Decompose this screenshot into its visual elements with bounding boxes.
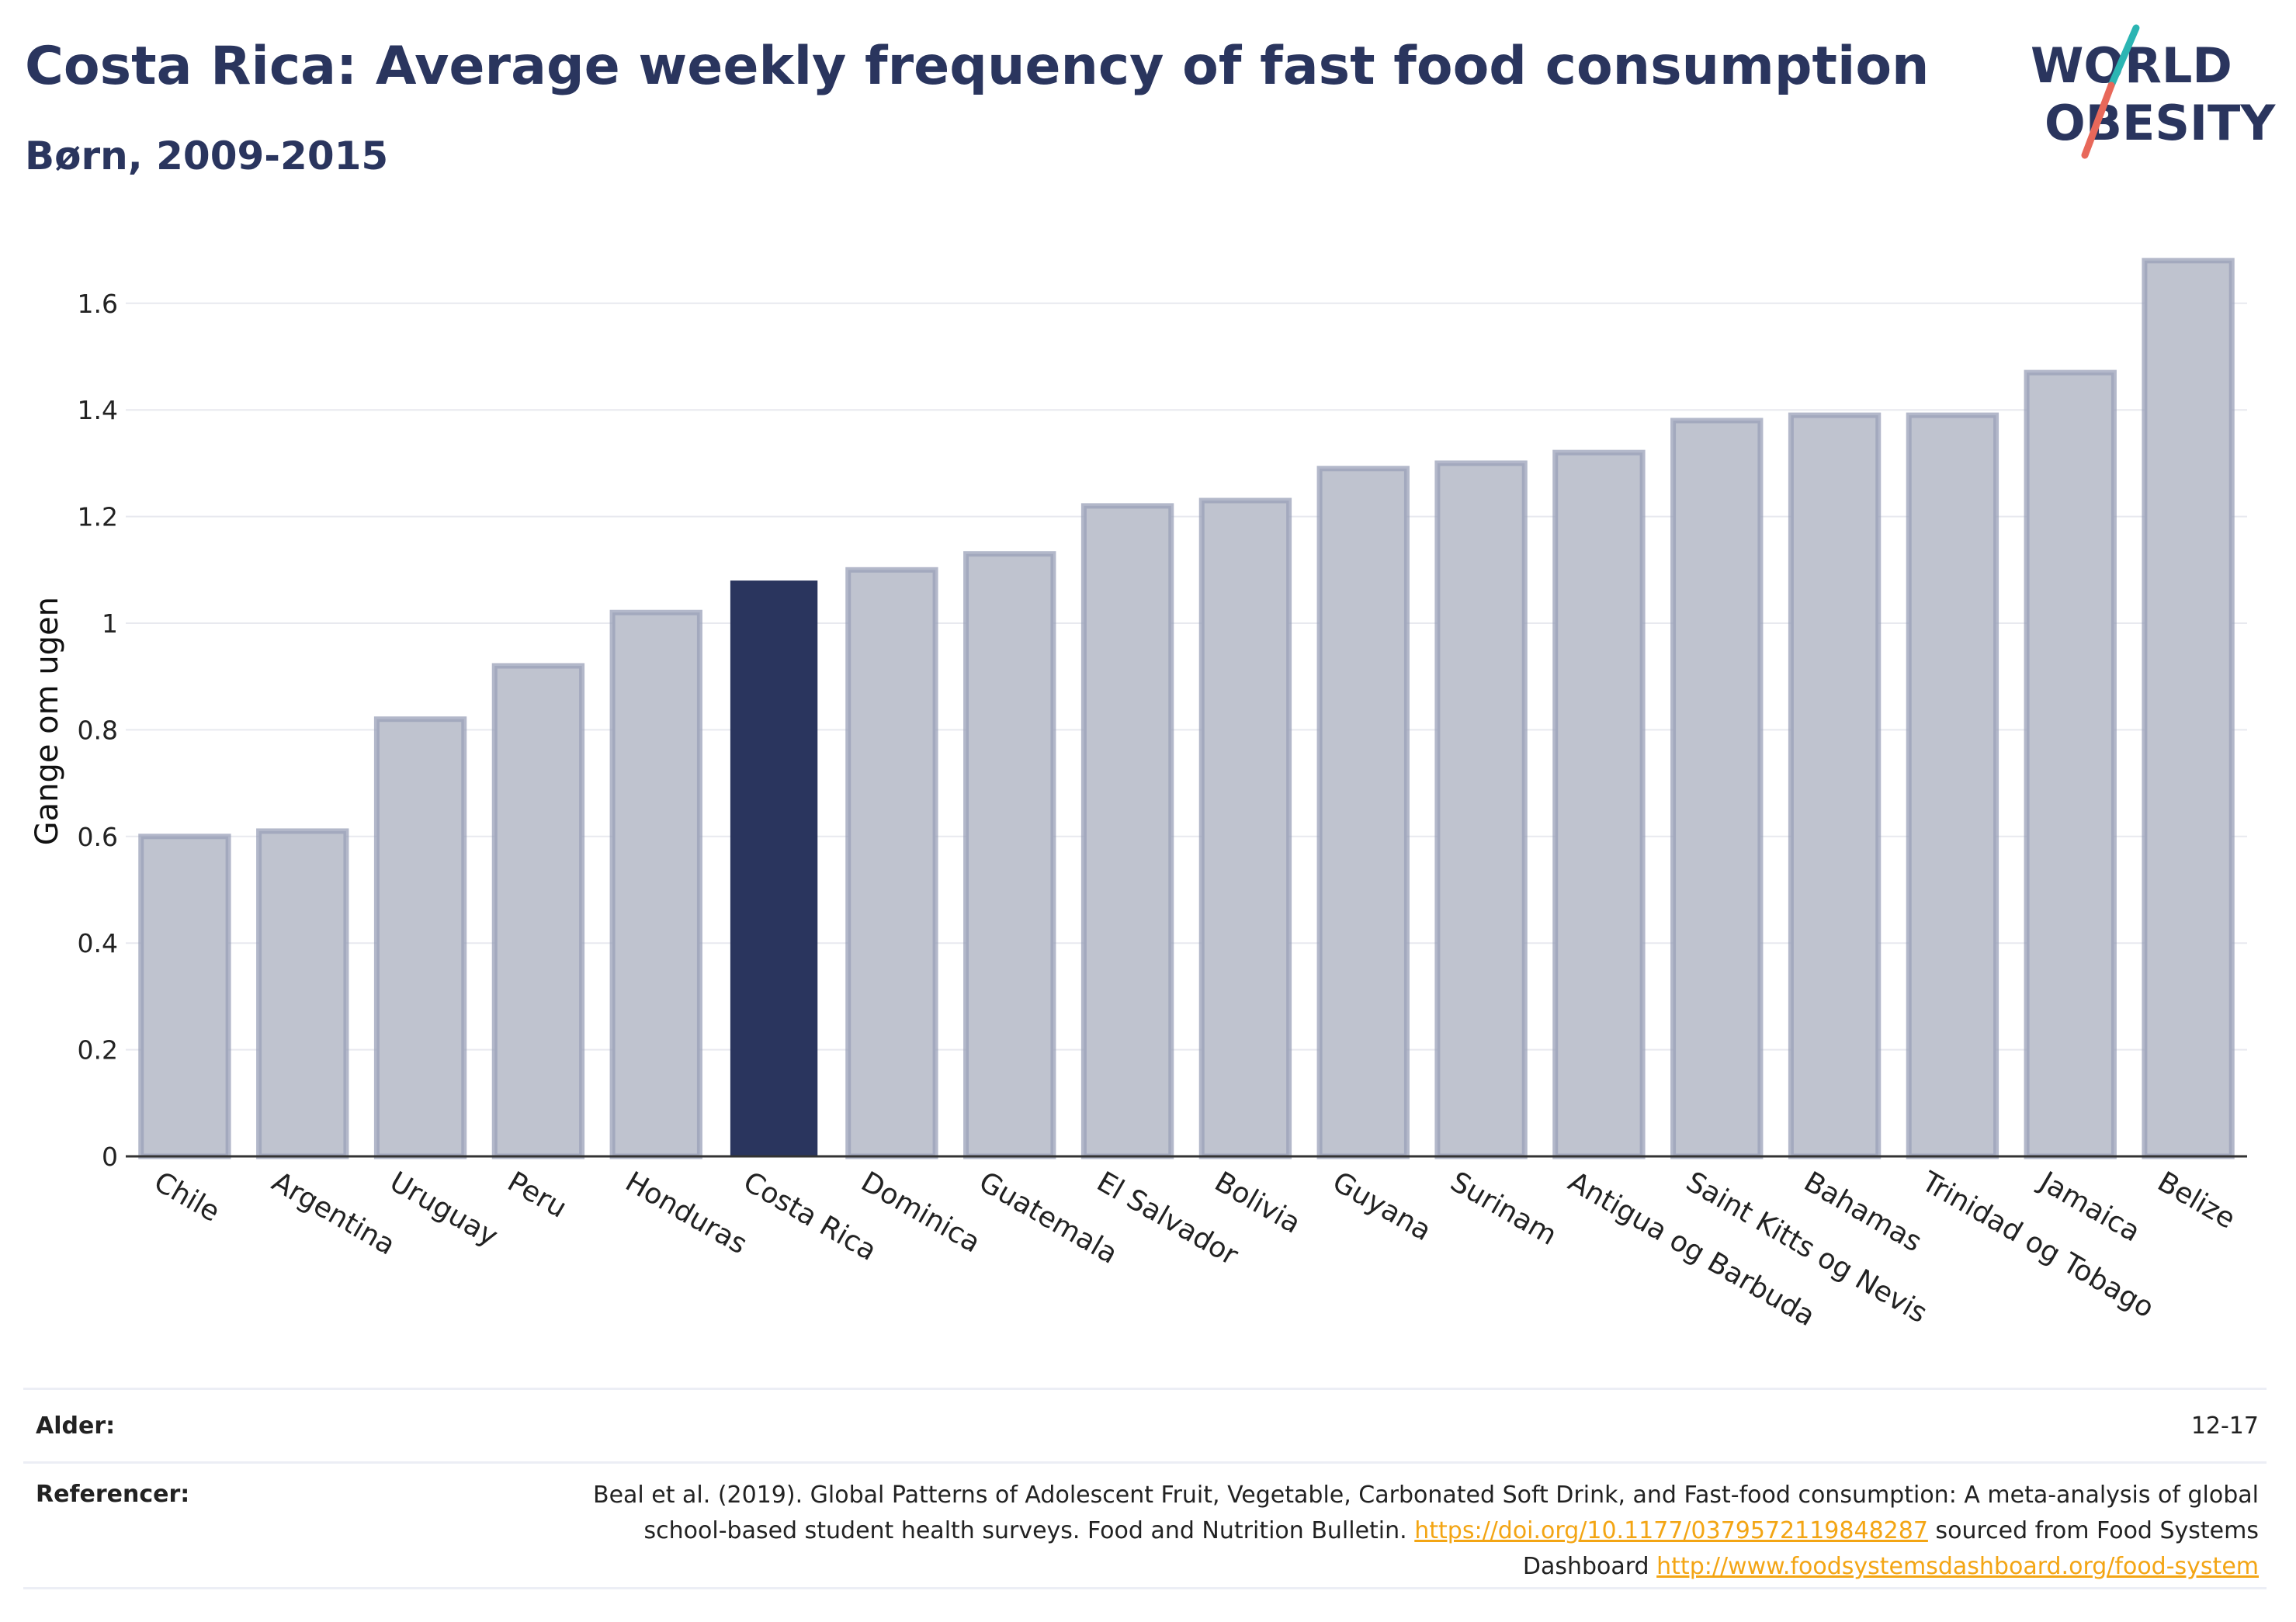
grid-lines bbox=[126, 302, 2247, 1051]
bar-guatemala[interactable] bbox=[963, 551, 1056, 1159]
bar-saint-kitts-og-nevis[interactable] bbox=[1670, 418, 1764, 1159]
bar-argentina[interactable] bbox=[256, 828, 349, 1159]
bar-bahamas[interactable] bbox=[1788, 412, 1882, 1159]
bar-trinidad-og-tobago[interactable] bbox=[1906, 412, 1999, 1159]
references-text: Beal et al. (2019). Global Patterns of A… bbox=[551, 1478, 2267, 1587]
dashboard-link[interactable]: http://www.foodsystemsdashboard.org/food… bbox=[1656, 1553, 2259, 1580]
bar-chart: 0 0.2 0.4 0.6 0.8 1 1.2 1.4 1.6 Chile ArgentinaUr… bbox=[29, 258, 2247, 1333]
bar-bolivia[interactable] bbox=[1198, 497, 1292, 1159]
references-row: Referencer: Beal et al. (2019). Global P… bbox=[23, 1461, 2267, 1589]
bar-el-salvador[interactable] bbox=[1080, 503, 1174, 1159]
age-row: Alder: 12-17 bbox=[23, 1388, 2267, 1461]
y-tick-label: 0.2 bbox=[78, 1035, 118, 1066]
bar-belize[interactable] bbox=[2142, 258, 2235, 1159]
logo-accent-coral bbox=[2081, 81, 2115, 159]
bar-peru[interactable] bbox=[491, 663, 585, 1159]
bar-dominica[interactable] bbox=[845, 567, 938, 1159]
y-axis-label: Gange om ugen bbox=[29, 597, 65, 845]
y-tick-label: 0 bbox=[102, 1142, 118, 1172]
y-tick-label: 0.6 bbox=[78, 822, 118, 852]
bar-jamaica[interactable] bbox=[2024, 369, 2117, 1159]
x-tick-label: Uruguay bbox=[384, 1166, 503, 1253]
metadata-table: Alder: 12-17 Referencer: Beal et al. (20… bbox=[23, 1388, 2267, 1589]
x-tick-label: Peru bbox=[502, 1166, 572, 1225]
y-tick-label: 1 bbox=[102, 608, 118, 639]
x-tick-label: Guyana bbox=[1327, 1166, 1437, 1247]
bar-surinam[interactable] bbox=[1434, 460, 1528, 1159]
doi-link[interactable]: https://doi.org/10.1177/0379572119848287 bbox=[1414, 1517, 1928, 1544]
age-label: Alder: bbox=[36, 1412, 116, 1440]
y-tick-label: 1.4 bbox=[78, 395, 118, 425]
x-tick-label: Bolivia bbox=[1209, 1166, 1306, 1240]
age-value: 12-17 bbox=[2190, 1412, 2259, 1440]
bar-costa-rica[interactable] bbox=[730, 581, 818, 1156]
logo-line2: OBESITY bbox=[2045, 95, 2276, 151]
logo-accent-teal bbox=[2107, 24, 2140, 89]
world-obesity-logo: WORLD OBESITY bbox=[2031, 24, 2276, 159]
chart-title: Costa Rica: Average weekly frequency of … bbox=[25, 36, 1930, 97]
x-tick-label: Honduras bbox=[620, 1166, 752, 1260]
x-tick-label: Surinam bbox=[1445, 1166, 1562, 1252]
y-tick-label: 1.6 bbox=[78, 289, 118, 319]
bar-honduras[interactable] bbox=[609, 609, 702, 1159]
y-tick-labels: 0 0.2 0.4 0.6 0.8 1 1.2 1.4 1.6 bbox=[78, 289, 118, 1172]
reference-text-1: Beal et al. (2019). Global Patterns of A… bbox=[592, 1482, 2259, 1544]
bars bbox=[138, 258, 2235, 1159]
references-label: Referencer: bbox=[36, 1481, 190, 1508]
x-tick-label: Belize bbox=[2152, 1166, 2241, 1235]
x-tick-label: Costa Rica bbox=[738, 1166, 882, 1267]
bar-chile[interactable] bbox=[138, 834, 231, 1159]
reference-text-2: sourced from Food Systems Dashboard bbox=[1522, 1517, 2259, 1580]
y-tick-label: 0.8 bbox=[78, 715, 118, 745]
y-tick-label: 1.2 bbox=[78, 502, 118, 532]
x-tick-label: Argentina bbox=[266, 1166, 401, 1261]
y-tick-label: 0.4 bbox=[78, 928, 118, 958]
bar-uruguay[interactable] bbox=[373, 716, 467, 1159]
x-tick-label: Chile bbox=[148, 1166, 225, 1229]
bar-guyana[interactable] bbox=[1316, 466, 1410, 1159]
chart-subtitle: Børn, 2009-2015 bbox=[25, 133, 389, 178]
bar-antigua-og-barbuda[interactable] bbox=[1552, 449, 1646, 1159]
